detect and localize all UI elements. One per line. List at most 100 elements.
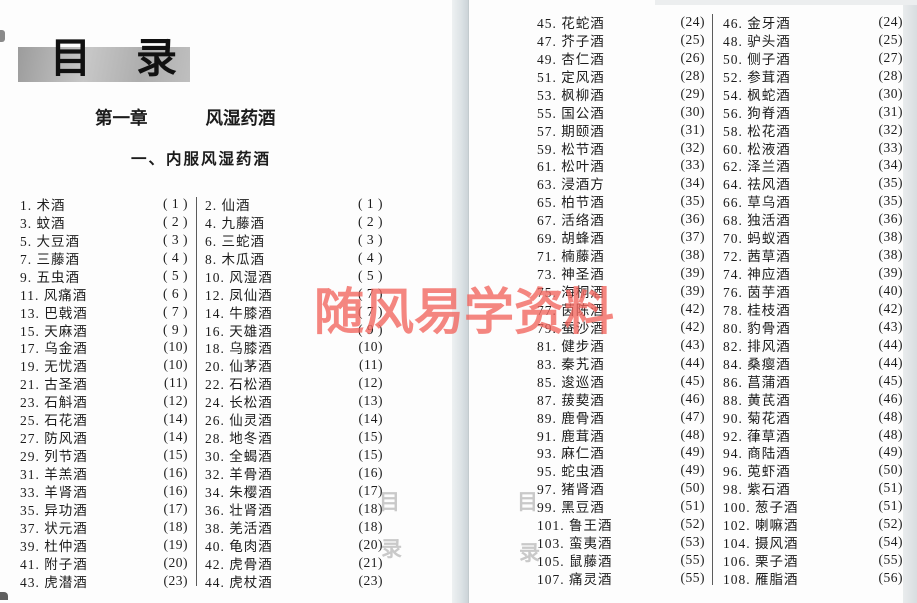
toc-entry-page: (51) [878, 480, 903, 496]
toc-entry-label: 5. 大豆酒 [20, 233, 80, 249]
toc-entry-label: 71. 楠藤酒 [537, 249, 605, 265]
chapter-number: 第一章 [95, 108, 148, 128]
toc-entry: 66. 草乌酒 (35) [723, 192, 903, 210]
toc-entry-label: 74. 神应酒 [723, 267, 791, 283]
toc-entry: 65. 柏节酒 (35) [537, 192, 705, 210]
toc-entry-label: 48. 驴头酒 [723, 33, 791, 49]
toc-entry-page: (34) [680, 175, 705, 191]
toc-entry-label: 64. 祛风酒 [723, 177, 791, 193]
toc-entry: 105. 鼠藤酒 (55) [537, 551, 705, 569]
toc-entry-page: (50) [680, 480, 705, 496]
toc-entry: 82. 排风酒 (44) [723, 336, 903, 354]
toc-entry-page: (35) [878, 193, 903, 209]
toc-entry-label: 14. 牛膝酒 [205, 305, 273, 321]
toc-entry-page: (42) [878, 300, 903, 316]
toc-entry: 11. 风痛酒 ( 6 ) [20, 285, 188, 303]
toc-entry-page: (26) [680, 49, 705, 65]
toc-entry: 50. 侧子酒 (27) [723, 49, 903, 67]
toc-entry-label: 30. 全蝎酒 [205, 449, 273, 465]
toc-entry-label: 43. 虎潜酒 [20, 574, 88, 590]
toc-entry: 73. 神圣酒 (39) [537, 264, 705, 282]
toc-entry-label: 25. 石花酒 [20, 413, 88, 429]
toc-entry: 48. 驴头酒 (25) [723, 31, 903, 49]
toc-entry-page: (48) [878, 426, 903, 442]
toc-entry: 96. 莵虾酒 (50) [723, 461, 903, 479]
toc-entry-page: (11) [359, 357, 383, 373]
toc-entry-page: (20) [358, 536, 383, 552]
toc-entry-page: (24) [680, 13, 705, 29]
section-heading: 一、内服风湿药酒 [131, 151, 272, 168]
toc-entry: 108. 雁脂酒 (56) [723, 569, 903, 587]
toc-entry: 103. 蛮夷酒 (53) [537, 533, 705, 551]
toc-entry-page: (42) [680, 318, 705, 334]
toc-entry: 71. 楠藤酒 (38) [537, 246, 705, 264]
toc-entry-page: (30) [878, 85, 903, 101]
toc-entry-label: 58. 松花酒 [723, 123, 791, 139]
chapter-heading: 第一章 风湿药酒 [95, 105, 276, 130]
toc-entry-page: (11) [164, 375, 188, 391]
toc-entry: 17. 乌金酒 (10) [20, 339, 188, 357]
toc-entry-label: 6. 三蛇酒 [205, 233, 265, 249]
toc-entry-label: 84. 桑瘿酒 [723, 356, 791, 372]
toc-entry-label: 36. 壮肾酒 [205, 502, 273, 518]
page-gutter-line [468, 0, 469, 603]
toc-entry-page: (15) [358, 429, 383, 445]
toc-entry-label: 3. 蚊酒 [20, 215, 66, 231]
toc-entry-page: ( 3 ) [358, 231, 383, 247]
toc-entry: 38. 羌活酒 (18) [205, 518, 383, 536]
toc-entry: 97. 猪肾酒 (50) [537, 479, 705, 497]
toc-entry-label: 70. 蚂蚁酒 [723, 231, 791, 247]
toc-entry-page: (14) [163, 411, 188, 427]
toc-entry-label: 51. 定风酒 [537, 69, 605, 85]
toc-entry: 5. 大豆酒 ( 3 ) [20, 231, 188, 249]
toc-entry: 76. 茵芋酒 (40) [723, 282, 903, 300]
toc-entry-label: 82. 排风酒 [723, 338, 791, 354]
toc-entry: 40. 龟肉酒 (20) [205, 536, 383, 554]
toc-entry: 15. 天麻酒 ( 9 ) [20, 321, 188, 339]
toc-entry: 68. 独活酒 (36) [723, 210, 903, 228]
toc-entry: 85. 逡巡酒 (45) [537, 372, 705, 390]
toc-entry: 91. 鹿茸酒 (48) [537, 426, 705, 444]
toc-entry-label: 81. 健步酒 [537, 338, 605, 354]
toc-entry: 2. 仙酒 ( 1 ) [205, 195, 383, 213]
toc-entry: 62. 泽兰酒 (34) [723, 157, 903, 174]
toc-entry: 28. 地冬酒 (15) [205, 428, 383, 446]
toc-entry-label: 19. 无忧酒 [20, 359, 88, 375]
toc-entry-page: (38) [878, 247, 903, 263]
toc-entry-label: 93. 麻仁酒 [537, 446, 605, 462]
toc-entry-label: 17. 乌金酒 [20, 341, 88, 357]
toc-entry: 77. 茵陈酒 (42) [537, 300, 705, 318]
toc-entry: 31. 羊羔酒 (16) [20, 464, 188, 482]
toc-entry-label: 8. 木瓜酒 [205, 251, 265, 267]
toc-entry-page: (19) [163, 536, 188, 552]
toc-entry-page: (55) [680, 552, 705, 568]
toc-entry: 98. 紫石酒 (51) [723, 479, 903, 497]
toc-entry-page: (46) [680, 390, 705, 406]
toc-entry-label: 37. 状元酒 [20, 520, 88, 536]
toc-entry-label: 63. 浸酒方 [537, 177, 605, 193]
toc-entry: 29. 列节酒 (15) [20, 446, 188, 464]
toc-entry-page: (43) [680, 336, 705, 352]
toc-entry: 46. 金牙酒 (24) [723, 13, 903, 31]
toc-entry: 45. 花蛇酒 (24) [537, 13, 705, 31]
ghost-mark: 目 [517, 490, 538, 514]
toc-entry: 92. 葎草酒 (48) [723, 426, 903, 444]
toc-entry-label: 23. 石斛酒 [20, 395, 88, 411]
toc-entry: 47. 芥子酒 (25) [537, 31, 705, 49]
toc-entry-label: 28. 地冬酒 [205, 431, 273, 447]
toc-entry-page: ( 6 ) [163, 285, 188, 301]
toc-entry: 10. 风湿酒 ( 5 ) [205, 267, 383, 285]
toc-entry: 51. 定风酒 (28) [537, 67, 705, 85]
toc-entry-page: (39) [680, 283, 705, 299]
toc-entry-label: 104. 摄风酒 [723, 536, 799, 552]
toc-entry-label: 34. 朱樱酒 [205, 484, 273, 500]
toc-entry: 4. 九藤酒 ( 2 ) [205, 213, 383, 231]
toc-entry-page: (32) [680, 139, 705, 155]
toc-entry-page: (16) [163, 482, 188, 498]
toc-entry-label: 98. 紫石酒 [723, 482, 791, 498]
toc-entry-label: 7. 三藤酒 [20, 251, 80, 267]
toc-entry-page: (12) [163, 393, 188, 409]
toc-entry-label: 89. 鹿骨酒 [537, 410, 605, 426]
toc-entry-label: 33. 羊肾酒 [20, 484, 88, 500]
toc-entry-page: ( 1 ) [358, 195, 383, 211]
